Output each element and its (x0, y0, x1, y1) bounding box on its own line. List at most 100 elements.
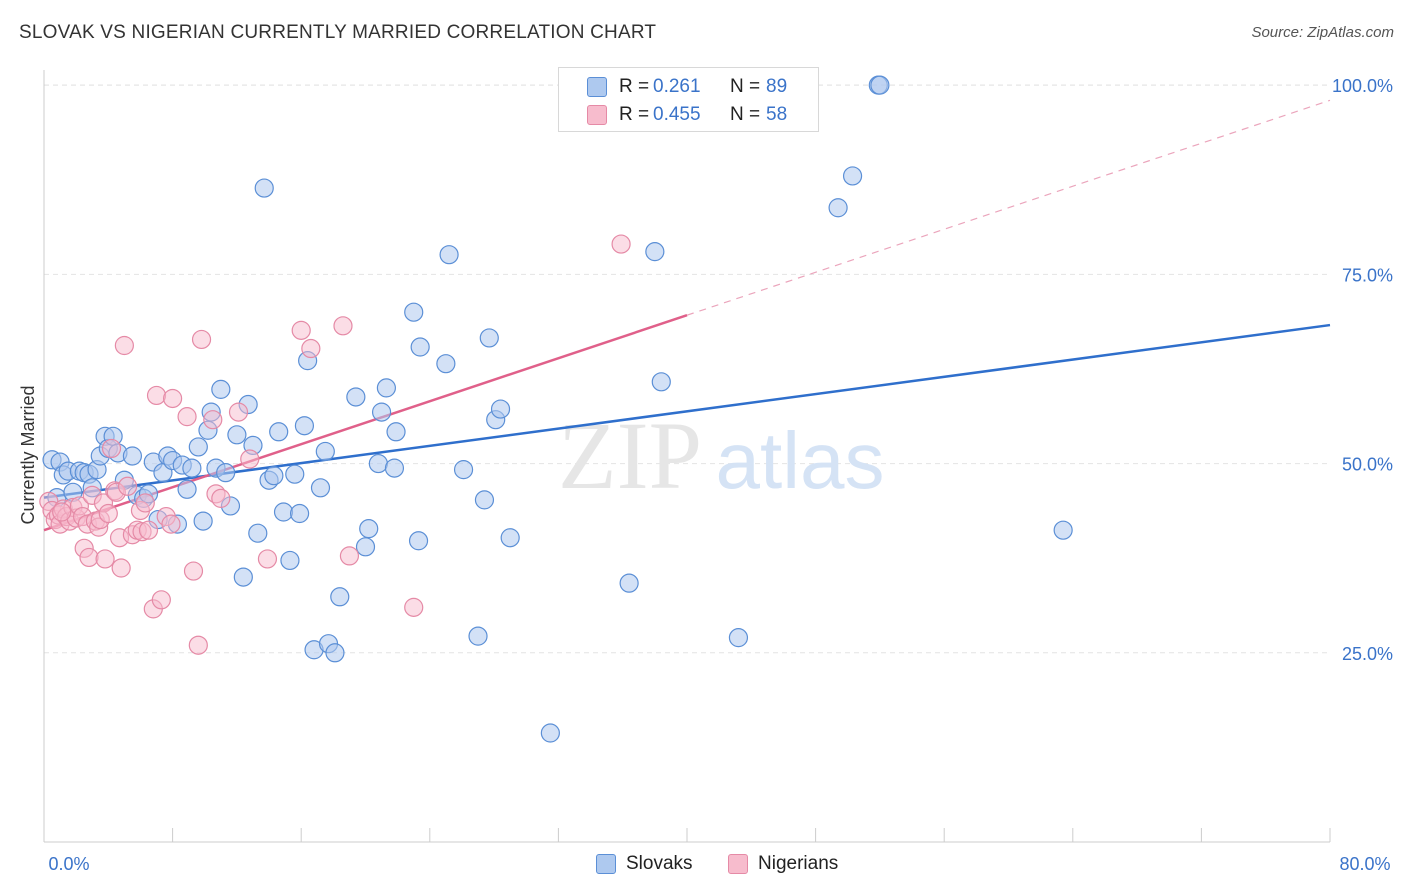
point-slovaks (193, 511, 213, 531)
y-tick-label: 50.0% (1342, 455, 1393, 475)
point-slovaks (386, 422, 406, 442)
point-slovaks (1053, 520, 1073, 540)
stats-legend: R = 0.261 N = 89 R = 0.455 N = 58 (558, 67, 819, 132)
point-slovaks (315, 441, 335, 462)
point-slovaks (842, 166, 863, 186)
point-slovaks (269, 422, 289, 442)
bottom-swatch-slovaks (596, 854, 616, 874)
point-slovaks (182, 458, 202, 478)
legend-r-label: R = (619, 104, 650, 125)
series-slovaks (42, 75, 1073, 743)
trend-line-slovaks (43, 323, 1331, 499)
point-slovaks (453, 460, 474, 480)
y-axis-label: Currently Married (18, 385, 38, 524)
point-nigerians (138, 520, 159, 540)
point-slovaks (248, 523, 268, 543)
point-slovaks (436, 354, 456, 374)
point-slovaks (479, 328, 499, 348)
point-slovaks (408, 531, 429, 551)
point-slovaks (273, 502, 294, 522)
point-nigerians (228, 402, 249, 422)
point-nigerians (114, 335, 134, 356)
grid-lines (44, 84, 1330, 654)
point-slovaks (500, 528, 520, 548)
point-nigerians (135, 493, 155, 513)
point-slovaks (285, 464, 305, 484)
point-nigerians (203, 410, 223, 430)
legend-r-label: R = (619, 76, 650, 97)
legend-n-value: 89 (766, 76, 788, 97)
point-nigerians (211, 488, 231, 508)
point-slovaks (289, 503, 310, 524)
point-slovaks (540, 723, 560, 743)
point-slovaks (264, 466, 284, 486)
point-slovaks (325, 643, 345, 663)
point-nigerians (301, 338, 321, 359)
point-slovaks (330, 587, 350, 607)
point-nigerians (191, 329, 212, 350)
point-nigerians (611, 234, 631, 254)
point-nigerians (95, 549, 115, 569)
point-slovaks (376, 378, 396, 398)
legend-n-value: 58 (766, 104, 788, 125)
point-nigerians (101, 438, 122, 459)
point-slovaks (371, 402, 392, 422)
tick-labels: 25.0% 50.0% 75.0% 100.0% 0.0% 80.0% (48, 76, 1393, 874)
point-nigerians (240, 449, 260, 469)
y-tick-label: 75.0% (1342, 265, 1393, 285)
x-tick-label: 0.0% (48, 854, 89, 874)
y-tick-label: 100.0% (1332, 76, 1393, 96)
watermark-atlas: atlas (716, 416, 885, 505)
point-nigerians (79, 547, 99, 568)
point-nigerians (188, 635, 208, 655)
point-slovaks (651, 372, 671, 392)
legend-n-label: N = (730, 76, 761, 97)
trend-extension-nigerians (686, 99, 1331, 316)
point-slovaks (404, 302, 424, 322)
legend-r-value: 0.261 (653, 76, 701, 97)
point-nigerians (98, 503, 118, 524)
point-nigerians (163, 388, 183, 409)
point-nigerians (339, 546, 360, 566)
point-slovaks (122, 446, 143, 466)
point-slovaks (355, 537, 376, 557)
point-slovaks (728, 628, 749, 648)
point-nigerians (404, 597, 424, 617)
point-slovaks (346, 387, 366, 407)
point-slovaks (439, 245, 459, 265)
point-slovaks (828, 198, 848, 218)
legend-r-value: 0.455 (653, 104, 701, 125)
point-nigerians (146, 385, 167, 406)
point-slovaks (619, 573, 639, 593)
legend-n-label: N = (730, 104, 761, 125)
point-slovaks (359, 519, 379, 539)
legend-swatch-nigerians (587, 105, 607, 125)
legend-swatch-slovaks (587, 77, 607, 97)
point-slovaks (227, 425, 247, 445)
y-tick-label: 25.0% (1342, 644, 1393, 664)
point-nigerians (333, 316, 353, 336)
point-slovaks (280, 550, 300, 571)
bottom-swatch-nigerians (728, 854, 748, 874)
bottom-legend-label: Slovaks (626, 853, 693, 874)
point-slovaks (216, 463, 236, 483)
point-slovaks (384, 458, 405, 478)
point-slovaks (645, 242, 665, 262)
point-slovaks (310, 478, 331, 498)
source-label: Source: ZipAtlas.com (1251, 24, 1394, 41)
point-slovaks (233, 567, 253, 587)
point-nigerians (257, 549, 278, 569)
bottom-legend-label: Nigerians (758, 853, 839, 874)
point-slovaks (211, 379, 231, 399)
point-nigerians (177, 407, 197, 427)
point-slovaks (490, 399, 511, 419)
point-nigerians (52, 502, 72, 522)
point-nigerians (111, 558, 131, 578)
legend-row-nigerians: R = 0.455 N = 58 (559, 101, 818, 129)
point-slovaks (294, 416, 315, 436)
point-slovaks (468, 626, 488, 646)
legend-row-slovaks: R = 0.261 N = 89 (559, 73, 818, 101)
point-nigerians (117, 476, 138, 496)
x-tick-label: 80.0% (1339, 854, 1390, 874)
